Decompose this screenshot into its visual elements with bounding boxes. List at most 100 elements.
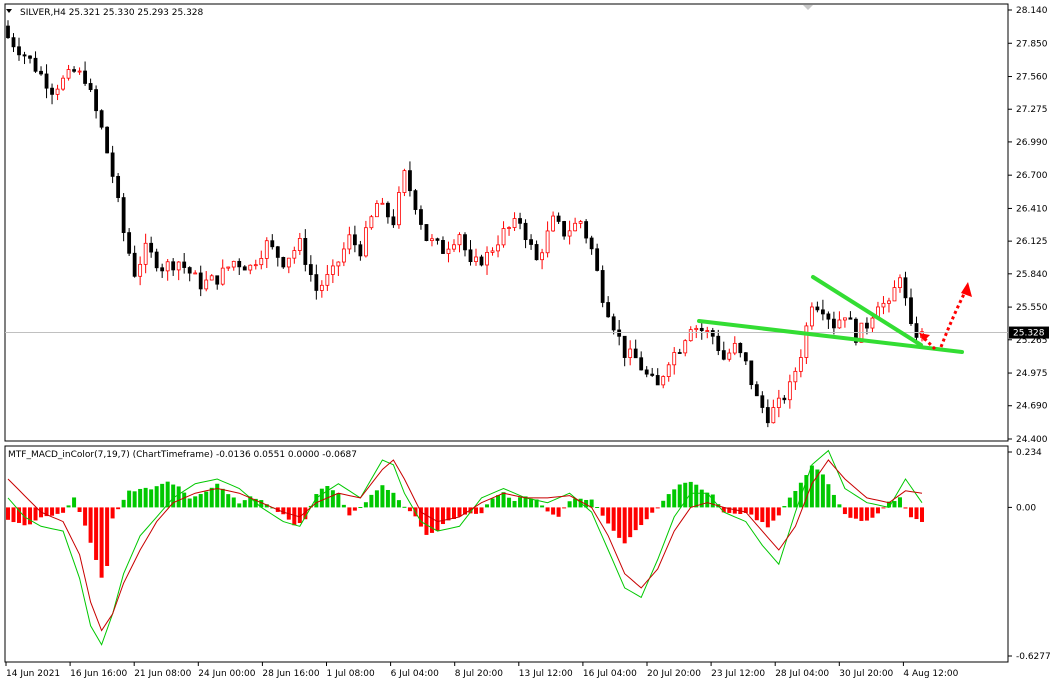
macd-bar (496, 495, 501, 508)
current-price-tag (1009, 326, 1049, 339)
macd-bar (463, 507, 467, 515)
macd-bar (66, 505, 71, 508)
macd-bar (518, 497, 523, 508)
candle-body (854, 318, 858, 343)
candle-body (297, 238, 302, 251)
symbol-dropdown-icon[interactable] (6, 9, 12, 13)
candle-body (220, 267, 225, 285)
candle-body (721, 350, 726, 360)
macd-bar (903, 507, 908, 509)
macd-bar (622, 507, 627, 544)
ind-y-tick-label: 0.234 (1016, 448, 1042, 458)
arrow-head-down (919, 333, 930, 341)
candle-body (826, 313, 831, 320)
y-tick-label: 25.550 (1016, 303, 1048, 313)
macd-bar (446, 507, 451, 521)
macd-bar (694, 484, 699, 508)
candle-body (710, 330, 715, 337)
macd-bar (606, 507, 611, 524)
macd-bar (727, 507, 732, 513)
candle-body (617, 329, 622, 337)
candle-body (176, 261, 181, 271)
macd-bar (474, 507, 479, 514)
candle-body (275, 246, 280, 258)
candle-body (793, 370, 798, 383)
candle-body (380, 202, 385, 205)
candle-body (518, 218, 522, 224)
macd-bar (892, 501, 897, 508)
candle-body (909, 297, 913, 324)
candle-body (765, 407, 770, 424)
macd-bar (699, 489, 704, 508)
macd-bar (402, 506, 407, 508)
candle-body (171, 261, 176, 271)
macd-bar (705, 492, 710, 508)
candle-body (55, 88, 60, 95)
price-panel[interactable] (5, 5, 1008, 428)
candle-body (50, 87, 54, 95)
y-tick-label: 25.265 (1016, 336, 1048, 346)
macd-bar (897, 497, 902, 508)
candle-body (743, 352, 748, 362)
candle-body (898, 277, 902, 289)
macd-bar (264, 504, 269, 508)
candle-body (430, 238, 434, 241)
candle-body (628, 348, 633, 358)
y-tick-label: 26.125 (1016, 237, 1048, 247)
macd-bar (237, 503, 242, 508)
main-header: SILVER,H4 25.321 25.330 25.293 25.328 (20, 8, 204, 18)
macd-bar (479, 507, 484, 514)
macd-bar (595, 506, 600, 508)
candle-body (611, 316, 616, 331)
x-tick-label: 8 Jul 20:00 (455, 669, 504, 679)
macd-bar (732, 507, 737, 514)
candle-body (264, 240, 269, 259)
candle-body (28, 55, 32, 59)
candle-body (72, 69, 76, 72)
candle-body (22, 54, 27, 57)
candle-body (501, 228, 506, 246)
candle-body (716, 335, 721, 352)
candle-body (914, 323, 919, 338)
macd-bar (165, 481, 170, 508)
x-tick-label: 13 Jul 12:00 (519, 669, 573, 679)
chart-shift-marker (803, 5, 813, 10)
candle-body (457, 234, 462, 246)
candle-body (292, 250, 297, 259)
candle-body (727, 352, 732, 360)
candle-body (771, 407, 776, 424)
macd-bar (815, 469, 820, 508)
macd-bar (248, 496, 253, 508)
macd-bar (99, 507, 104, 578)
candle-body (341, 248, 346, 263)
candle-body (749, 360, 754, 386)
macd-bar (633, 507, 638, 531)
macd-bar (639, 507, 644, 526)
candle-body (881, 302, 886, 308)
candle-body (600, 270, 605, 303)
macd-bar (330, 490, 335, 508)
ind-y-tick-label: -0.6277 (1016, 652, 1051, 662)
macd-bar (545, 507, 550, 512)
y-tick-label: 26.700 (1016, 171, 1048, 181)
candle-body (121, 197, 126, 233)
macd-bar (820, 474, 825, 508)
candle-body (44, 73, 49, 89)
y-tick-label: 27.560 (1016, 73, 1048, 83)
candle-body (562, 221, 567, 237)
candle-body (815, 306, 820, 311)
candle-body (215, 275, 220, 285)
x-tick-label: 20 Jul 20:00 (647, 669, 701, 679)
macd-bar (920, 507, 924, 522)
macd-panel[interactable] (6, 449, 924, 646)
y-tick-label: 28.140 (1016, 6, 1048, 16)
macd-bar (490, 498, 495, 508)
candle-body (325, 274, 330, 286)
macd-bar (754, 507, 759, 521)
macd-bar (429, 507, 434, 533)
x-tick-label: 24 Jun 00:00 (198, 669, 255, 679)
macd-bar (765, 507, 770, 528)
candle-body (253, 264, 258, 267)
macd-bar (319, 488, 324, 508)
indicator-header: MTF_MACD_inColor(7,19,7) (ChartTimeframe… (8, 450, 357, 460)
